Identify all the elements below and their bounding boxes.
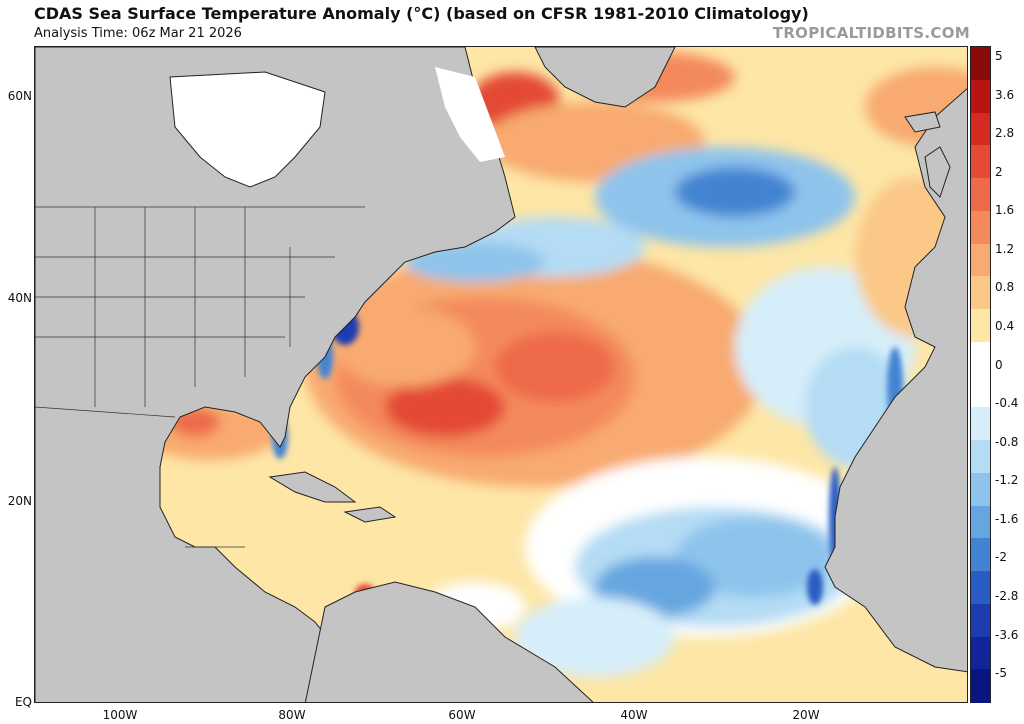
colorbar-segment xyxy=(971,603,990,637)
colorbar-segment xyxy=(971,636,990,670)
colorbar-tick-label: -1.6 xyxy=(995,511,1019,526)
colorbar-tick-label: -1.2 xyxy=(995,473,1019,488)
colorbar-segment xyxy=(971,571,990,605)
colorbar-segment xyxy=(971,472,990,506)
colorbar-tick-label: 5 xyxy=(995,49,1003,63)
analysis-time: Analysis Time: 06z Mar 21 2026 xyxy=(34,26,242,41)
sst-anomaly-map xyxy=(34,46,968,703)
lon-label: 60W xyxy=(448,708,476,722)
lat-label: 20N xyxy=(7,494,32,508)
lon-label: 100W xyxy=(102,708,138,722)
colorbar-segment xyxy=(971,374,990,408)
colorbar xyxy=(970,46,991,703)
colorbar-tick-label: -0.8 xyxy=(995,434,1019,449)
colorbar-tick-label: -2 xyxy=(995,550,1007,565)
colorbar-segment xyxy=(971,79,990,113)
colorbar-segment xyxy=(971,538,990,572)
brand-watermark: TROPICALTIDBITS.COM xyxy=(772,24,970,42)
map-canvas xyxy=(35,47,967,702)
colorbar-tick-label: 0.4 xyxy=(995,318,1015,333)
colorbar-segment xyxy=(971,407,990,441)
colorbar-segment xyxy=(971,145,990,179)
lon-label: 80W xyxy=(278,708,306,722)
colorbar-segment xyxy=(971,440,990,474)
colorbar-segment xyxy=(971,112,990,146)
colorbar-tick-label: 0 xyxy=(995,357,1003,372)
sea-ice xyxy=(435,67,505,162)
colorbar-tick-label: 1.6 xyxy=(995,203,1015,218)
lat-label: EQ xyxy=(14,695,32,709)
colorbar-segment xyxy=(971,341,990,375)
colorbar-tick-label: -5 xyxy=(995,666,1007,681)
colorbar-segment xyxy=(971,309,990,343)
colorbar-tick-label: 2 xyxy=(995,164,1003,179)
lon-label: 40W xyxy=(620,708,648,722)
colorbar-tick-label: 3.6 xyxy=(995,87,1015,102)
colorbar-tick-label: 1.2 xyxy=(995,241,1015,256)
chart-title: CDAS Sea Surface Temperature Anomaly (°C… xyxy=(34,4,809,23)
colorbar-tick-label: 2.8 xyxy=(995,126,1015,141)
lat-label: 40N xyxy=(7,291,32,305)
colorbar-segment xyxy=(971,669,990,703)
colorbar-tick-label: -3.6 xyxy=(995,627,1019,642)
colorbar-tick-label: -2.8 xyxy=(995,588,1019,603)
colorbar-segment xyxy=(971,243,990,277)
colorbar-segment xyxy=(971,210,990,244)
lat-label: 60N xyxy=(7,89,32,103)
colorbar-tick-label: 0.8 xyxy=(995,280,1015,295)
lon-label: 20W xyxy=(792,708,820,722)
land-masses xyxy=(35,47,967,702)
hudson-bay xyxy=(169,71,326,188)
colorbar-segment xyxy=(971,47,990,81)
political-borders xyxy=(35,206,365,548)
colorbar-segment xyxy=(971,276,990,310)
colorbar-segment xyxy=(971,505,990,539)
colorbar-tick-label: -0.4 xyxy=(995,396,1019,411)
colorbar-segment xyxy=(971,178,990,212)
